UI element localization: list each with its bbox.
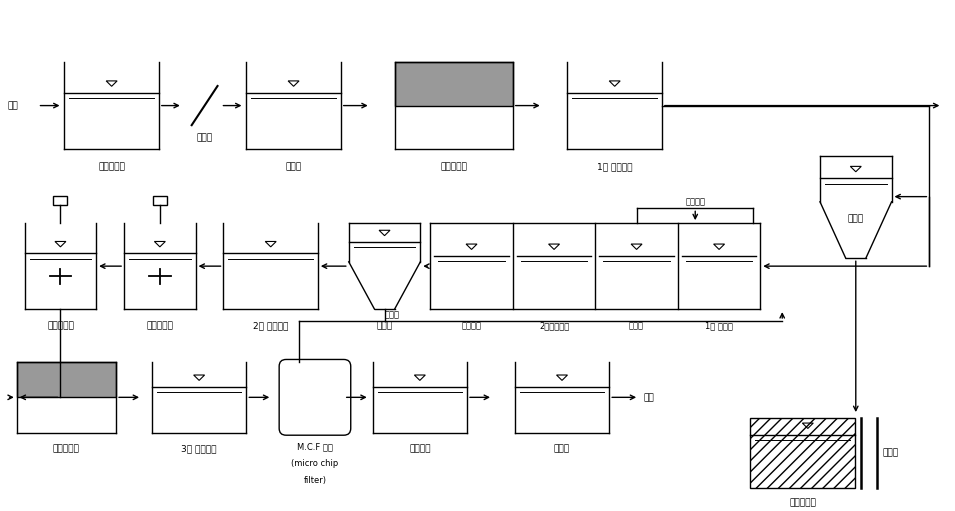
Bar	[53, 196, 68, 205]
Text: 집수조: 집수조	[286, 162, 302, 171]
Bar	[395, 62, 513, 106]
Bar	[153, 196, 167, 205]
Text: 약품혼화조: 약품혼화조	[146, 321, 173, 330]
Text: 재폭기조: 재폭기조	[461, 321, 481, 330]
Text: 슬러지: 슬러지	[385, 310, 399, 319]
Text: M.C.F 여과: M.C.F 여과	[297, 443, 333, 451]
Text: 탈수슬러지: 탈수슬러지	[789, 498, 816, 507]
Bar	[16, 362, 117, 398]
Text: (micro chip: (micro chip	[291, 459, 339, 468]
Text: 탈수기: 탈수기	[882, 449, 899, 458]
Text: 내부반송: 내부반송	[686, 197, 705, 206]
Text: 1차 처리수조: 1차 처리수조	[597, 162, 632, 171]
Text: 가압부상조: 가압부상조	[53, 445, 80, 453]
Text: 3차 처리수조: 3차 처리수조	[181, 445, 217, 453]
Text: 침전조: 침전조	[376, 321, 393, 330]
Text: filter): filter)	[304, 476, 327, 484]
Text: 원수: 원수	[8, 101, 18, 110]
Text: 농축조: 농축조	[848, 215, 864, 224]
Text: 소독조: 소독조	[554, 445, 570, 453]
FancyBboxPatch shape	[279, 359, 350, 435]
Text: 1차 무산소: 1차 무산소	[705, 321, 733, 330]
Bar	[751, 418, 855, 489]
Text: 폭기조: 폭기조	[629, 321, 644, 330]
Text: 2차무산소조: 2차무산소조	[539, 321, 569, 330]
Text: 가압부상조: 가압부상조	[440, 162, 468, 171]
Text: 유량조정조: 유량조정조	[98, 162, 125, 171]
Text: 스크린: 스크린	[197, 133, 213, 142]
Text: 방류: 방류	[643, 393, 654, 402]
Text: 2차 처리수조: 2차 처리수조	[253, 321, 288, 330]
Text: 소포수조: 소포수조	[409, 445, 431, 453]
Text: 응집반응조: 응집반응조	[47, 321, 74, 330]
